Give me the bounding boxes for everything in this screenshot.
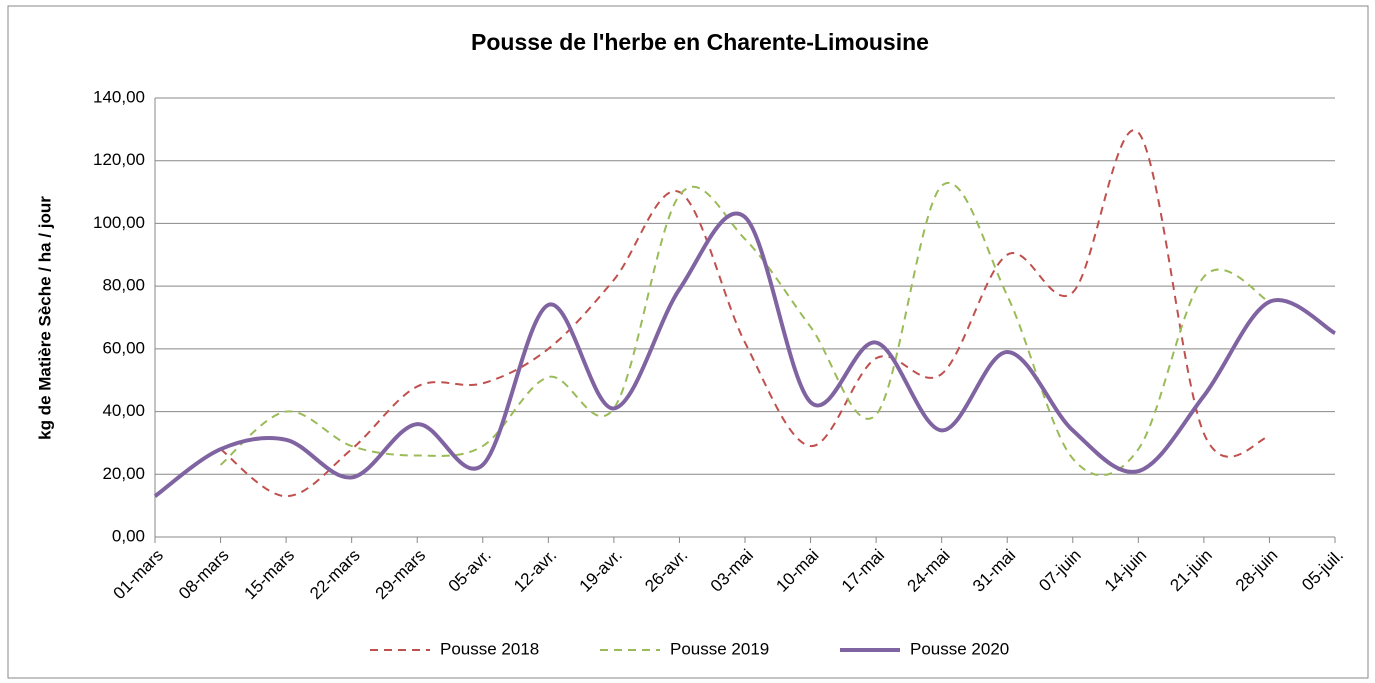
chart-border bbox=[7, 5, 1369, 679]
y-tick-label: 20,00 bbox=[102, 464, 145, 483]
y-tick-label: 0,00 bbox=[112, 526, 145, 545]
series-line bbox=[219, 129, 1270, 498]
chart-title: Pousse de l'herbe en Charente-Limousine bbox=[471, 29, 929, 55]
legend-label: Pousse 2020 bbox=[910, 639, 1009, 658]
y-tick-label: 120,00 bbox=[93, 150, 145, 169]
y-tick-label: 80,00 bbox=[102, 276, 145, 295]
y-axis-label: kg de Matière Sèche / ha / jour bbox=[35, 196, 54, 440]
series-line bbox=[153, 211, 1337, 498]
series-line bbox=[219, 182, 1270, 477]
y-tick-label: 40,00 bbox=[102, 401, 145, 420]
legend-label: Pousse 2018 bbox=[440, 639, 539, 658]
y-tick-label: 140,00 bbox=[93, 87, 145, 106]
legend-label: Pousse 2019 bbox=[670, 639, 769, 658]
y-tick-label: 100,00 bbox=[93, 213, 145, 232]
y-tick-label: 60,00 bbox=[102, 338, 145, 357]
